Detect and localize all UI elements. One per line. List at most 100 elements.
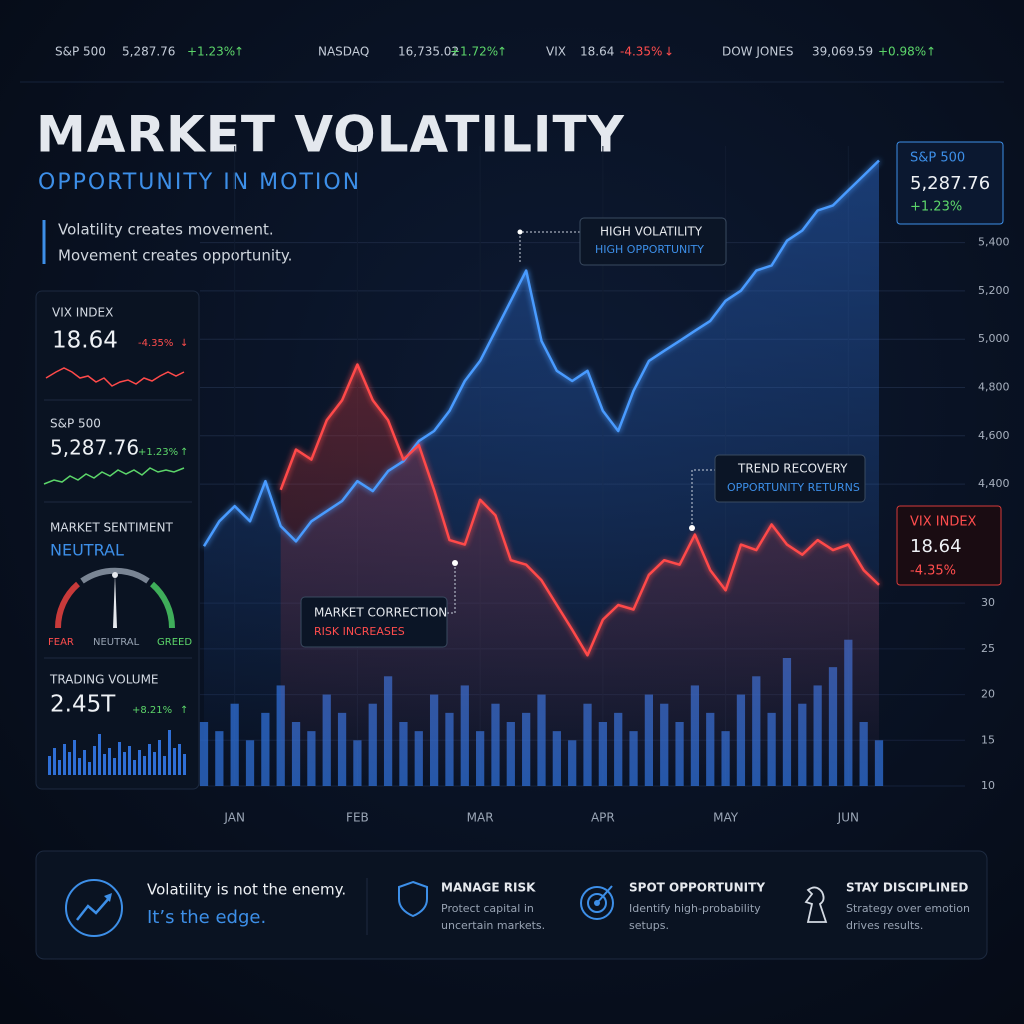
connector-dot <box>517 229 523 235</box>
card-change: +1.23% <box>138 447 178 458</box>
ticker-name: DOW JONES <box>722 45 794 59</box>
card-label: VIX INDEX <box>52 306 113 320</box>
ticker: S&P 500 5,287.76 +1.23% ↑ NASDAQ 16,735.… <box>20 45 1004 83</box>
sparkline <box>45 367 185 387</box>
y2-tick-label: 25 <box>981 642 995 655</box>
gauge-label: GREED <box>157 637 192 648</box>
footer: Volatility is not the enemy. It’s the ed… <box>35 850 988 960</box>
ticker-change: +0.98% <box>878 45 926 59</box>
footer-item-line: uncertain markets. <box>441 919 545 932</box>
gauge-pivot <box>112 572 118 578</box>
icon-target <box>596 885 613 904</box>
icon-trend <box>65 879 123 937</box>
x-tick-label: APR <box>591 811 615 825</box>
ticker-name: NASDAQ <box>318 45 369 59</box>
icon-trend-head <box>104 893 112 902</box>
gauge-label: NEUTRAL <box>93 637 140 648</box>
card-label: S&P 500 <box>50 417 101 431</box>
gauge-arc <box>54 581 81 629</box>
x-tick-label: FEB <box>346 811 369 825</box>
sparkline <box>43 467 185 485</box>
lines <box>202 159 880 657</box>
mini-bars <box>48 730 186 775</box>
ticker-arrow: ↑ <box>926 45 936 59</box>
footer-item-title: SPOT OPPORTUNITY <box>629 881 765 895</box>
ticker-name: S&P 500 <box>55 45 106 59</box>
card-arrow: ↑ <box>180 705 188 716</box>
footer-item-title: MANAGE RISK <box>441 881 536 895</box>
annotations: HIGH VOLATILITY HIGH OPPORTUNITY TREND R… <box>300 141 1004 648</box>
gauge-label: FEAR <box>48 637 74 648</box>
end-label-name: VIX INDEX <box>910 515 977 530</box>
footer-item-line: Strategy over emotion <box>846 902 970 915</box>
connector <box>447 563 456 614</box>
gauge-arc <box>149 581 176 629</box>
ticker-arrow: ↑ <box>234 45 244 59</box>
card-label: MARKET SENTIMENT <box>50 521 173 535</box>
y-tick-label: 5,200 <box>978 284 1010 297</box>
y2-tick-label: 30 <box>981 596 995 609</box>
card-value: 2.45T <box>50 692 116 718</box>
ticker-value: 5,287.76 <box>122 45 175 59</box>
y2-tick-label: 15 <box>981 733 995 746</box>
series-line <box>202 159 880 547</box>
ticker-change: +1.23% <box>187 45 235 59</box>
series-line <box>279 363 880 657</box>
end-label-value: 5,287.76 <box>910 173 990 194</box>
annotation-box <box>579 217 727 266</box>
card-arrow: ↓ <box>180 338 188 349</box>
title: MARKET VOLATILITY <box>36 106 625 164</box>
end-label-box <box>896 505 1002 586</box>
y2-tick-label: 10 <box>981 779 995 792</box>
y-tick-label: 4,400 <box>978 477 1010 490</box>
icon-target <box>587 893 607 913</box>
annotation-box <box>300 596 448 648</box>
connector-dot <box>689 525 695 531</box>
sidebar: VIX INDEX 18.64 -4.35% ↓ S&P 500 5,287.7… <box>35 290 200 790</box>
ticker-change: +1.72% <box>450 45 498 59</box>
card-arrow: ↑ <box>180 447 188 458</box>
connector-dot <box>452 560 458 566</box>
icon-target <box>580 886 614 920</box>
annotation-title: HIGH VOLATILITY <box>600 225 703 239</box>
card-label: TRADING VOLUME <box>49 673 159 687</box>
x-tick-label: MAY <box>713 811 739 825</box>
y2-tick-label: 20 <box>981 688 995 701</box>
footer-message: Volatility is not the enemy. <box>147 881 346 899</box>
annotation-title: TREND RECOVERY <box>737 462 848 476</box>
icon-trend-line <box>76 896 111 921</box>
footer-item-line: drives results. <box>846 919 923 932</box>
end-label-change: -4.35% <box>910 564 956 579</box>
quote-line: Volatility creates movement. <box>58 221 274 239</box>
x-tick-label: JAN <box>223 811 245 825</box>
card-value: 5,287.76 <box>50 436 139 460</box>
icon-knight <box>804 886 828 923</box>
ticker-value: 18.64 <box>580 45 614 59</box>
y-tick-label: 4,800 <box>978 381 1010 394</box>
card-change: +8.21% <box>132 705 172 716</box>
ticker-value: 16,735.02 <box>398 45 459 59</box>
quote-line: Movement creates opportunity. <box>58 247 292 265</box>
footer-item-line: Protect capital in <box>441 902 534 915</box>
card-value: 18.64 <box>52 328 118 354</box>
sidebar-panel <box>35 290 200 790</box>
ticker-name: VIX <box>546 45 566 59</box>
end-label-box <box>896 141 1004 225</box>
annotation-subtitle: OPPORTUNITY RETURNS <box>727 481 860 494</box>
footer-item-line: setups. <box>629 919 669 932</box>
card-value: NEUTRAL <box>50 541 124 560</box>
gauge-arc <box>80 567 150 584</box>
end-label-change: +1.23% <box>910 200 962 215</box>
y-tick-label: 5,400 <box>978 236 1010 249</box>
annotation-box <box>714 454 866 503</box>
x-tick-label: JUN <box>837 811 859 825</box>
series-area <box>280 364 879 786</box>
footer-panel <box>35 850 988 960</box>
annotation-title: MARKET CORRECTION <box>314 606 447 620</box>
footer-message: It’s the edge. <box>147 907 266 928</box>
ticker-arrow: ↑ <box>497 45 507 59</box>
ticker-arrow: ↓ <box>664 45 674 59</box>
end-label-value: 18.64 <box>910 536 962 557</box>
gauge-needle <box>113 574 117 628</box>
